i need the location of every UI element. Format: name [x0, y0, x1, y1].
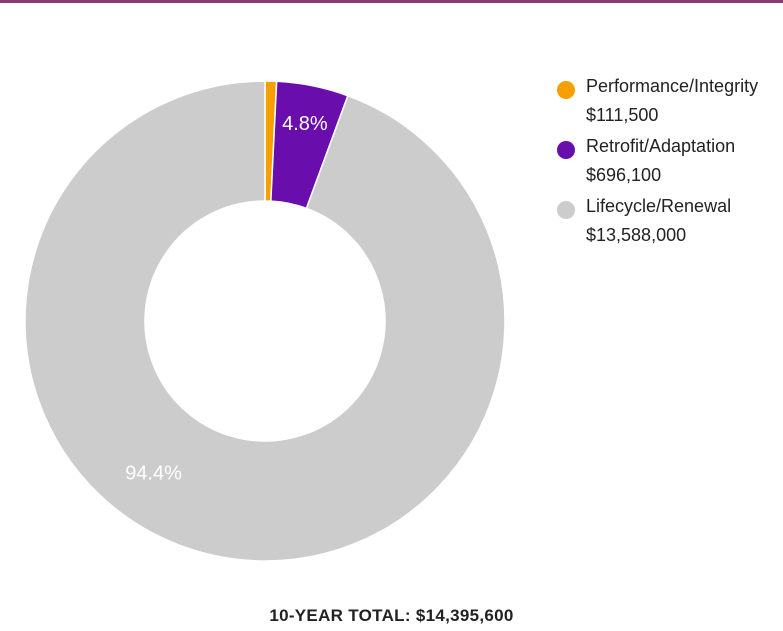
ten-year-total: 10-YEAR TOTAL: $14,395,600 [269, 606, 514, 625]
legend-label-lifecycle: Lifecycle/Renewal [586, 196, 732, 216]
top-rule [0, 0, 783, 3]
legend-swatch-retrofit [557, 141, 575, 159]
legend-label-retrofit: Retrofit/Adaptation [586, 136, 736, 156]
legend-value-lifecycle: $13,588,000 [586, 225, 687, 245]
slice-label-lifecycle: 94.4% [125, 463, 182, 485]
slice-label-retrofit: 4.8% [282, 113, 328, 135]
legend-item-performance[interactable]: Performance/Integrity $111,500 [557, 74, 783, 134]
legend-value-retrofit: $696,100 [586, 165, 662, 185]
slice-lifecycle[interactable] [24, 80, 506, 562]
legend-value-performance: $111,500 [586, 105, 659, 125]
legend: Performance/Integrity $111,500 Retrofit/… [557, 74, 783, 254]
legend-swatch-performance [557, 81, 575, 99]
legend-item-lifecycle[interactable]: Lifecycle/Renewal $13,588,000 [557, 194, 783, 254]
legend-label-performance: Performance/Integrity [586, 76, 759, 96]
legend-item-retrofit[interactable]: Retrofit/Adaptation $696,100 [557, 134, 783, 194]
legend-swatch-lifecycle [557, 201, 575, 219]
